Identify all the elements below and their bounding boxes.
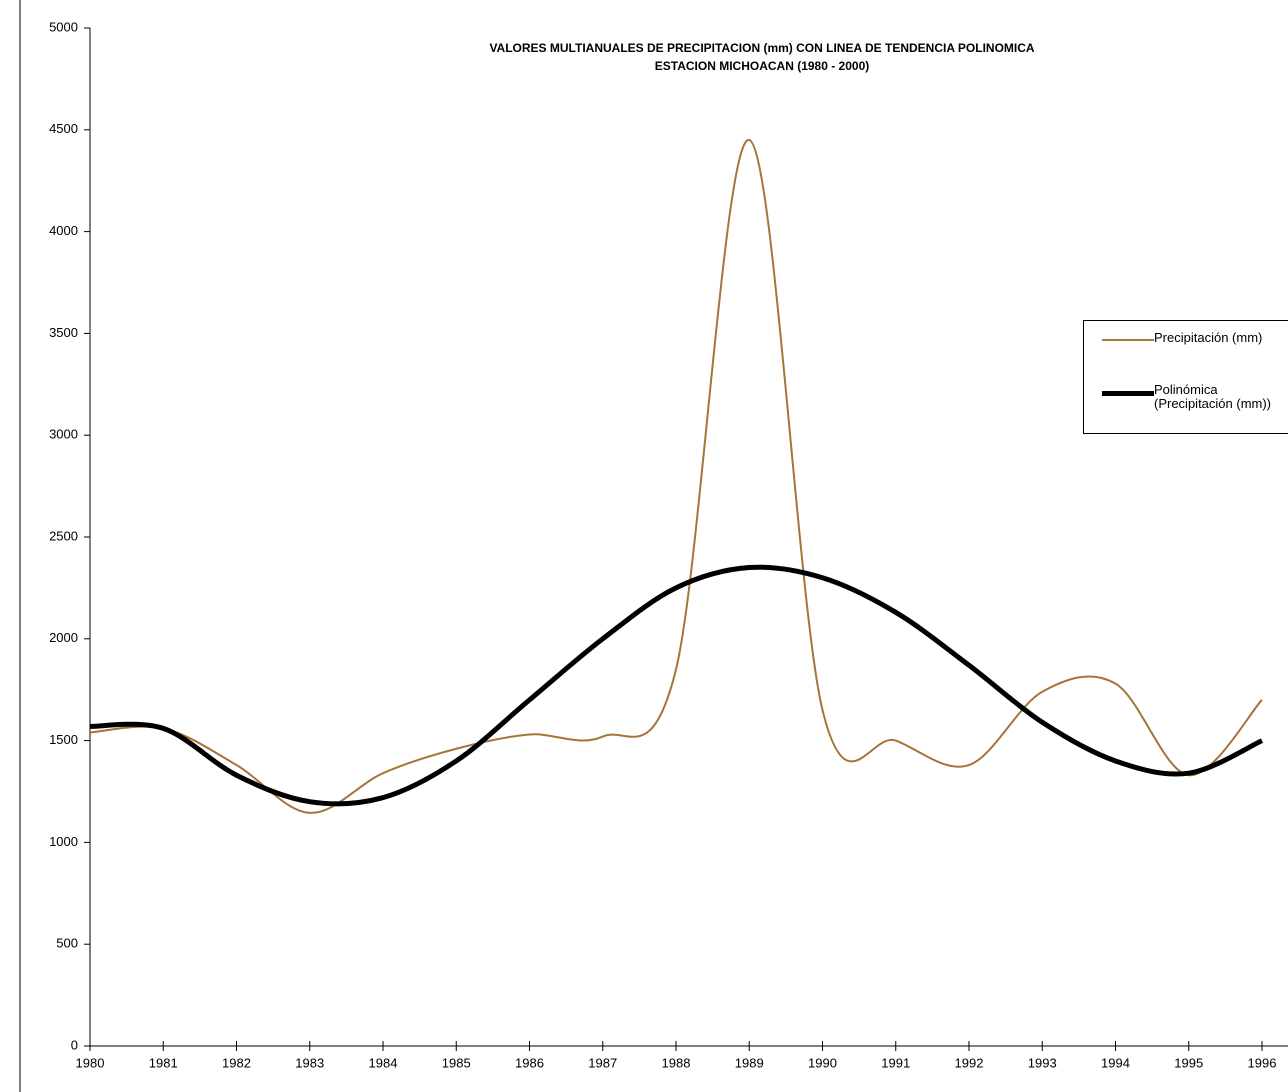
y-tick-label: 3500 — [49, 325, 78, 340]
x-tick-label: 1990 — [808, 1055, 837, 1070]
y-tick-label: 4500 — [49, 121, 78, 136]
y-tick-label: 5000 — [49, 19, 78, 34]
y-tick-label: 1500 — [49, 732, 78, 747]
chart-subtitle: ESTACION MICHOACAN (1980 - 2000) — [655, 59, 870, 73]
y-tick-label: 3000 — [49, 427, 78, 442]
legend-swatch — [1102, 339, 1154, 341]
x-tick-label: 1995 — [1174, 1055, 1203, 1070]
x-tick-label: 1984 — [369, 1055, 398, 1070]
line-series — [89, 138, 1263, 814]
x-tick-label: 1993 — [1028, 1055, 1057, 1070]
x-tick-label: 1982 — [222, 1055, 251, 1070]
chart-title: VALORES MULTIANUALES DE PRECIPITACION (m… — [489, 41, 1034, 55]
x-tick-label: 1989 — [735, 1055, 764, 1070]
x-tick-label: 1985 — [442, 1055, 471, 1070]
y-tick-label: 1000 — [49, 834, 78, 849]
y-tick-label: 0 — [71, 1037, 78, 1052]
legend: Precipitación (mm) Polinómica (Precipitac… — [1083, 320, 1288, 434]
x-tick-label: 1992 — [955, 1055, 984, 1070]
y-tick-label: 4000 — [49, 223, 78, 238]
x-tick-label: 1994 — [1101, 1055, 1130, 1070]
legend-label: Precipitación (mm) — [1154, 330, 1263, 345]
legend-swatch — [1102, 391, 1154, 396]
y-tick-label: 2000 — [49, 630, 78, 645]
x-tick-label: 1991 — [881, 1055, 910, 1070]
x-tick-label: 1980 — [76, 1055, 105, 1070]
y-tick-label: 2500 — [49, 528, 78, 543]
x-tick-label: 1983 — [295, 1055, 324, 1070]
line-series — [89, 564, 1264, 807]
x-tick-label: 1987 — [588, 1055, 617, 1070]
x-tick-label: 1986 — [515, 1055, 544, 1070]
x-tick-label: 1996 — [1248, 1055, 1277, 1070]
y-tick-label: 500 — [56, 936, 78, 951]
legend-label: Polinómica (Precipitación (mm)) — [1154, 382, 1272, 411]
x-tick-label: 1988 — [662, 1055, 691, 1070]
x-tick-label: 1981 — [149, 1055, 178, 1070]
